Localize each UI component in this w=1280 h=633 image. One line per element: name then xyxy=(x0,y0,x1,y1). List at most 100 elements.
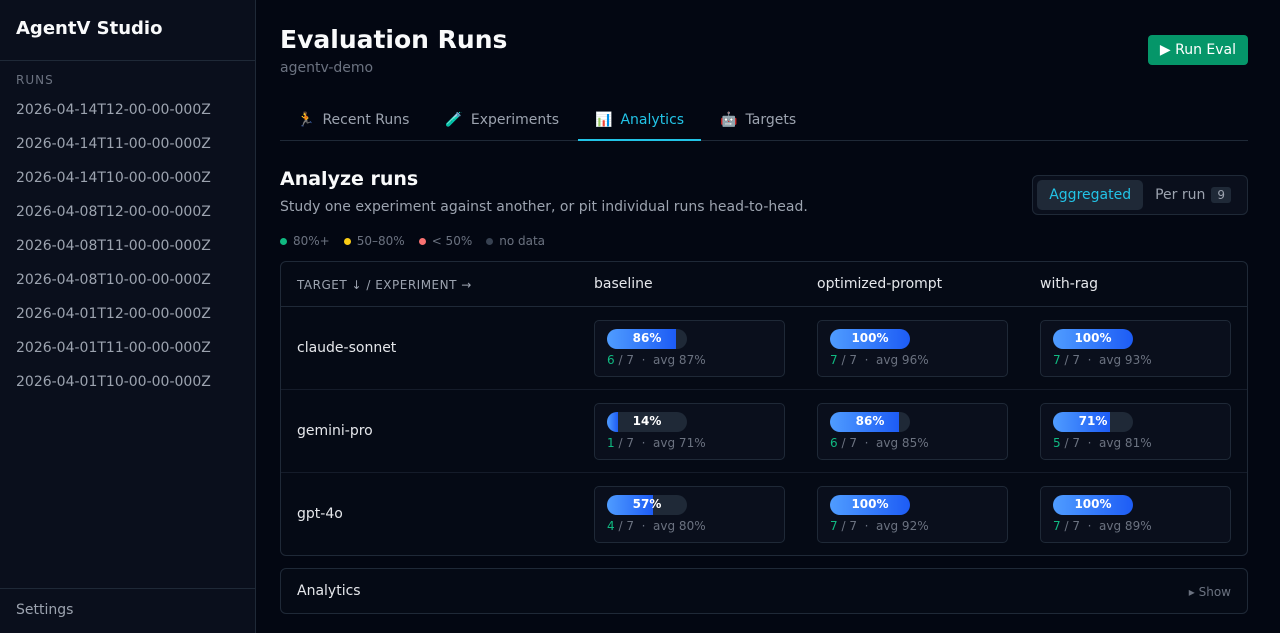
section-subtitle: Study one experiment against another, or… xyxy=(280,199,808,215)
tab-label: Targets xyxy=(745,112,797,128)
separator: · xyxy=(1079,353,1100,367)
total-count: / 7 xyxy=(1064,519,1080,533)
separator: · xyxy=(633,353,654,367)
pass-rate-fill xyxy=(607,329,676,349)
result-cell[interactable]: 100% 7 / 7 · avg 96% xyxy=(817,320,1008,377)
pass-rate-fill xyxy=(830,412,899,432)
tab-analytics[interactable]: 📊 Analytics xyxy=(578,100,702,141)
legend-item: 50–80% xyxy=(343,234,405,248)
experiment-header: with-rag xyxy=(1040,276,1098,292)
cell-meta: 4 / 7 · avg 80% xyxy=(607,519,706,533)
separator: · xyxy=(856,436,877,450)
pass-rate-label: 100% xyxy=(1074,331,1112,345)
tab-label: Analytics xyxy=(620,112,685,128)
pass-rate-label: 71% xyxy=(1078,414,1108,428)
table-row: claude-sonnet 86% 6 / 7 · avg 87% 100% 7 / 7… xyxy=(281,307,1247,390)
legend-dot-icon xyxy=(418,238,426,245)
total-count: / 7 xyxy=(618,353,634,367)
pass-rate-fill xyxy=(1053,412,1110,432)
tab-experiments[interactable]: 🧪 Experiments xyxy=(428,100,576,141)
corner-header: TARGET ↓ / EXPERIMENT → xyxy=(297,278,472,292)
sidebar-run-item[interactable]: 2026-04-14T10-00-00-000Z xyxy=(16,170,211,186)
sidebar-run-item[interactable]: 2026-04-14T11-00-00-000Z xyxy=(16,136,211,152)
pass-rate-fill xyxy=(607,495,653,515)
sidebar-run-item[interactable]: 2026-04-08T11-00-00-000Z xyxy=(16,238,211,254)
passed-count: 7 xyxy=(1053,353,1061,367)
total-count: / 7 xyxy=(1064,436,1080,450)
analytics-panel[interactable]: Analytics ▸ Show xyxy=(280,568,1248,614)
result-cell[interactable]: 86% 6 / 7 · avg 85% xyxy=(817,403,1008,460)
avg-score: avg 89% xyxy=(1099,519,1152,533)
pass-rate-bar: 86% xyxy=(607,329,687,349)
result-cell[interactable]: 57% 4 / 7 · avg 80% xyxy=(594,486,785,543)
legend: 80%+ 50–80% < 50% no data xyxy=(280,234,545,248)
result-cell[interactable]: 86% 6 / 7 · avg 87% xyxy=(594,320,785,377)
total-count: / 7 xyxy=(841,519,857,533)
sidebar-run-item[interactable]: 2026-04-01T12-00-00-000Z xyxy=(16,306,211,322)
tab-label: Experiments xyxy=(470,112,560,128)
separator: · xyxy=(856,519,877,533)
show-toggle[interactable]: ▸ Show xyxy=(1188,585,1231,599)
section-title: Analyze runs xyxy=(280,168,419,190)
sidebar-run-item[interactable]: 2026-04-01T11-00-00-000Z xyxy=(16,340,211,356)
result-cell[interactable]: 100% 7 / 7 · avg 93% xyxy=(1040,320,1231,377)
legend-label: 50–80% xyxy=(356,234,405,248)
table-row: gpt-4o 57% 4 / 7 · avg 80% 100% 7 / 7 · avg … xyxy=(281,473,1247,556)
total-count: / 7 xyxy=(841,436,857,450)
table-header: TARGET ↓ / EXPERIMENT → baseline optimize… xyxy=(281,262,1247,307)
sidebar: AgentV Studio RUNS 2026-04-14T12-00-00-0… xyxy=(0,0,256,633)
pass-rate-bar: 86% xyxy=(830,412,910,432)
tabs: 🏃 Recent Runs 🧪 Experiments 📊 Analytics 🤖 Targe… xyxy=(280,100,1248,141)
cell-meta: 6 / 7 · avg 87% xyxy=(607,353,706,367)
sidebar-run-item[interactable]: 2026-04-08T12-00-00-000Z xyxy=(16,204,211,220)
legend-item: no data xyxy=(486,234,545,248)
pass-rate-fill xyxy=(607,412,619,432)
cell-meta: 1 / 7 · avg 71% xyxy=(607,436,706,450)
avg-score: avg 96% xyxy=(876,353,929,367)
passed-count: 4 xyxy=(607,519,615,533)
avg-score: avg 93% xyxy=(1099,353,1152,367)
tab-label: Recent Runs xyxy=(322,112,410,128)
pass-rate-bar: 100% xyxy=(1053,329,1133,349)
app-title: AgentV Studio xyxy=(0,0,255,61)
legend-item: 80%+ xyxy=(280,234,330,248)
sidebar-run-item[interactable]: 2026-04-08T10-00-00-000Z xyxy=(16,272,211,288)
per-run-count-badge: 9 xyxy=(1211,187,1231,203)
result-cell[interactable]: 14% 1 / 7 · avg 71% xyxy=(594,403,785,460)
cell-meta: 7 / 7 · avg 89% xyxy=(1053,519,1152,533)
cell-meta: 5 / 7 · avg 81% xyxy=(1053,436,1152,450)
settings-link[interactable]: Settings xyxy=(0,588,255,633)
results-matrix: TARGET ↓ / EXPERIMENT → baseline optimize… xyxy=(280,261,1248,556)
legend-dot-icon xyxy=(280,238,287,245)
legend-item: < 50% xyxy=(418,234,472,248)
pass-rate-fill xyxy=(830,495,910,515)
sidebar-run-item[interactable]: 2026-04-14T12-00-00-000Z xyxy=(16,102,211,118)
cell-meta: 6 / 7 · avg 85% xyxy=(830,436,929,450)
aggregated-button[interactable]: Aggregated xyxy=(1037,180,1144,210)
run-eval-button[interactable]: ▶ Run Eval xyxy=(1147,35,1248,65)
separator: · xyxy=(856,353,877,367)
total-count: / 7 xyxy=(618,519,634,533)
pass-rate-label: 57% xyxy=(632,497,662,511)
passed-count: 6 xyxy=(830,436,838,450)
pass-rate-label: 14% xyxy=(632,414,662,428)
tab-icon: 🏃 xyxy=(297,112,315,128)
total-count: / 7 xyxy=(1064,353,1080,367)
passed-count: 7 xyxy=(1053,519,1061,533)
sidebar-run-item[interactable]: 2026-04-01T10-00-00-000Z xyxy=(16,374,211,390)
result-cell[interactable]: 100% 7 / 7 · avg 89% xyxy=(1040,486,1231,543)
per-run-button[interactable]: Per run 9 xyxy=(1143,180,1243,210)
target-name: claude-sonnet xyxy=(297,340,397,356)
separator: · xyxy=(633,436,654,450)
pass-rate-fill xyxy=(830,329,910,349)
tab-recent-runs[interactable]: 🏃 Recent Runs xyxy=(280,100,426,141)
tab-targets[interactable]: 🤖 Targets xyxy=(703,100,813,141)
pass-rate-bar: 57% xyxy=(607,495,687,515)
result-cell[interactable]: 71% 5 / 7 · avg 81% xyxy=(1040,403,1231,460)
target-name: gpt-4o xyxy=(297,506,343,522)
legend-label: 80%+ xyxy=(293,234,330,248)
passed-count: 5 xyxy=(1053,436,1061,450)
pass-rate-label: 86% xyxy=(855,414,885,428)
result-cell[interactable]: 100% 7 / 7 · avg 92% xyxy=(817,486,1008,543)
analytics-panel-title: Analytics xyxy=(297,583,361,599)
